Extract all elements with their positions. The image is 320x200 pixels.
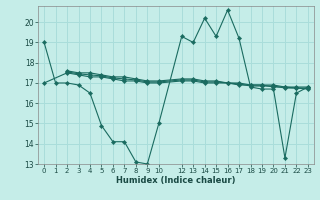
X-axis label: Humidex (Indice chaleur): Humidex (Indice chaleur) <box>116 176 236 185</box>
